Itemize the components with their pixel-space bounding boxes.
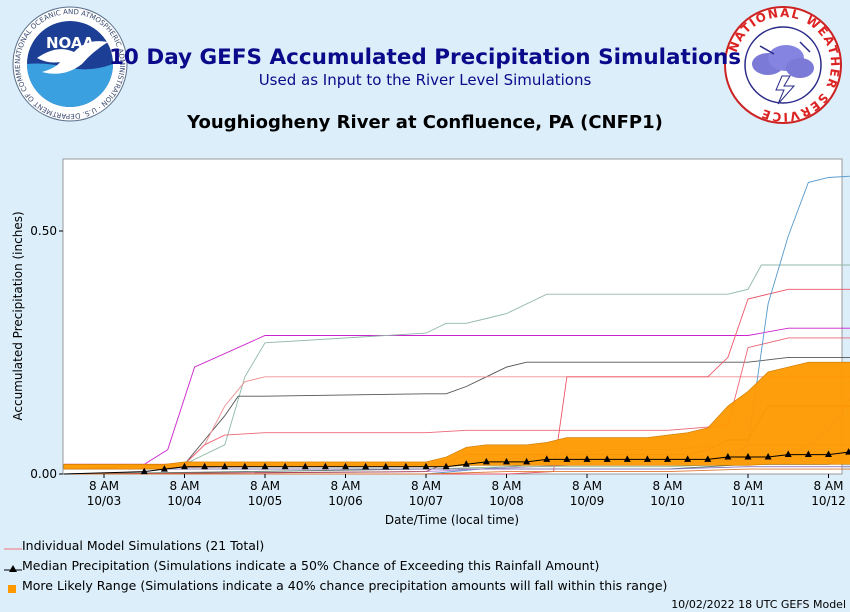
y-tick-label-1: 0.00 — [30, 467, 57, 481]
page-subtitle: Used as Input to the River Level Simulat… — [258, 71, 592, 89]
median-marker-23 — [563, 455, 571, 462]
legend-range: More Likely Range (Simulations indicate … — [4, 578, 667, 594]
x-tick-hour-4: 8 AM — [330, 479, 360, 493]
median-marker-31 — [724, 452, 732, 460]
legend-individual: Individual Model Simulations (21 Total) — [4, 538, 264, 554]
x-tick-date-5: 10/07 — [409, 494, 444, 508]
median-marker-26 — [623, 455, 631, 462]
nws-logo: NATIONAL WEATHER SERVICE — [724, 6, 842, 124]
median-marker-19 — [482, 457, 490, 465]
x-tick-hour-9: 8 AM — [733, 479, 763, 493]
x-tick-hour-3: 8 AM — [250, 479, 280, 493]
plot-area — [62, 158, 843, 475]
x-tick-date-9: 10/11 — [731, 494, 766, 508]
median-marker-10 — [301, 462, 309, 470]
x-tick-hour-10: 8 AM — [813, 479, 843, 493]
median-marker-6 — [221, 462, 229, 470]
median-marker-7 — [241, 462, 249, 470]
median-marker-21 — [523, 457, 531, 465]
x-tick-date-6: 10/08 — [489, 494, 524, 508]
x-tick-hour-5: 8 AM — [411, 479, 441, 493]
simulation-line-1 — [63, 327, 850, 465]
median-marker-37 — [845, 448, 850, 455]
legend-median-label: Median Precipitation (Simulations indica… — [22, 558, 600, 573]
x-tick-date-2: 10/04 — [167, 494, 202, 508]
legend-median: Median Precipitation (Simulations indica… — [4, 558, 599, 574]
x-tick-date-4: 10/06 — [328, 494, 363, 508]
legend-individual-swatch — [4, 542, 22, 552]
median-marker-30 — [704, 455, 712, 462]
median-marker-27 — [643, 455, 651, 462]
legend-individual-label: Individual Model Simulations (21 Total) — [22, 538, 265, 553]
x-tick-date-3: 10/05 — [248, 494, 283, 508]
noaa-label: NOAA — [46, 34, 95, 52]
noaa-logo: NATIONAL OCEANIC AND ATMOSPHERIC ADMINIS… — [12, 6, 128, 122]
median-marker-36 — [825, 450, 832, 458]
median-marker-17 — [442, 462, 450, 470]
median-marker-5 — [201, 462, 209, 470]
x-tick-hour-6: 8 AM — [491, 479, 521, 493]
median-marker-13 — [362, 462, 370, 470]
median-line — [63, 451, 850, 475]
median-marker-18 — [462, 460, 470, 467]
median-layer — [63, 448, 850, 475]
x-tick-hour-1: 8 AM — [89, 479, 119, 493]
median-marker-2 — [140, 467, 148, 475]
x-axis-label: Date/Time (local time) — [385, 513, 519, 527]
x-tick-date-10: 10/12 — [811, 494, 846, 508]
median-marker-9 — [281, 462, 289, 470]
page-title: 10 Day GEFS Accumulated Precipitation Si… — [108, 45, 742, 70]
x-tick-hour-2: 8 AM — [169, 479, 199, 493]
station-title: Youghiogheny River at Confluence, PA (CN… — [187, 112, 663, 133]
median-marker-15 — [402, 462, 410, 470]
median-marker-28 — [664, 455, 671, 462]
median-marker-35 — [804, 450, 812, 458]
x-tick-date-7: 10/09 — [570, 494, 605, 508]
y-tick-label-2: 0.50 — [30, 224, 57, 238]
median-marker-3 — [160, 465, 168, 472]
legend-range-swatch — [4, 582, 22, 593]
simulation-line-14 — [63, 468, 850, 475]
median-marker-12 — [342, 462, 349, 470]
median-marker-4 — [181, 462, 188, 470]
simulation-line-3 — [63, 356, 850, 470]
x-tick-hour-8: 8 AM — [652, 479, 682, 493]
x-tick-date-8: 10/10 — [650, 494, 685, 508]
median-marker-25 — [603, 455, 611, 462]
median-marker-16 — [422, 462, 430, 470]
simulation-line-2 — [63, 264, 850, 470]
x-tick-date-1: 10/03 — [87, 494, 122, 508]
simulation-line-5 — [63, 337, 850, 465]
median-marker-22 — [543, 455, 551, 462]
y-axis-label: Accumulated Precipitation (inches) — [11, 211, 25, 420]
x-tick-hour-7: 8 AM — [572, 479, 602, 493]
median-marker-29 — [684, 455, 692, 462]
simulation-line-6 — [63, 288, 850, 475]
median-marker-14 — [382, 462, 390, 470]
legend-range-label: More Likely Range (Simulations indicate … — [22, 578, 668, 593]
legend-median-swatch — [4, 562, 22, 572]
median-marker-8 — [261, 462, 269, 470]
median-marker-32 — [744, 452, 752, 460]
median-marker-20 — [503, 457, 510, 465]
median-marker-34 — [784, 450, 792, 458]
median-marker-11 — [321, 462, 329, 470]
median-marker-33 — [764, 452, 772, 460]
median-marker-24 — [583, 455, 591, 462]
model-run-footer: 10/02/2022 18 UTC GEFS Model — [671, 598, 846, 611]
